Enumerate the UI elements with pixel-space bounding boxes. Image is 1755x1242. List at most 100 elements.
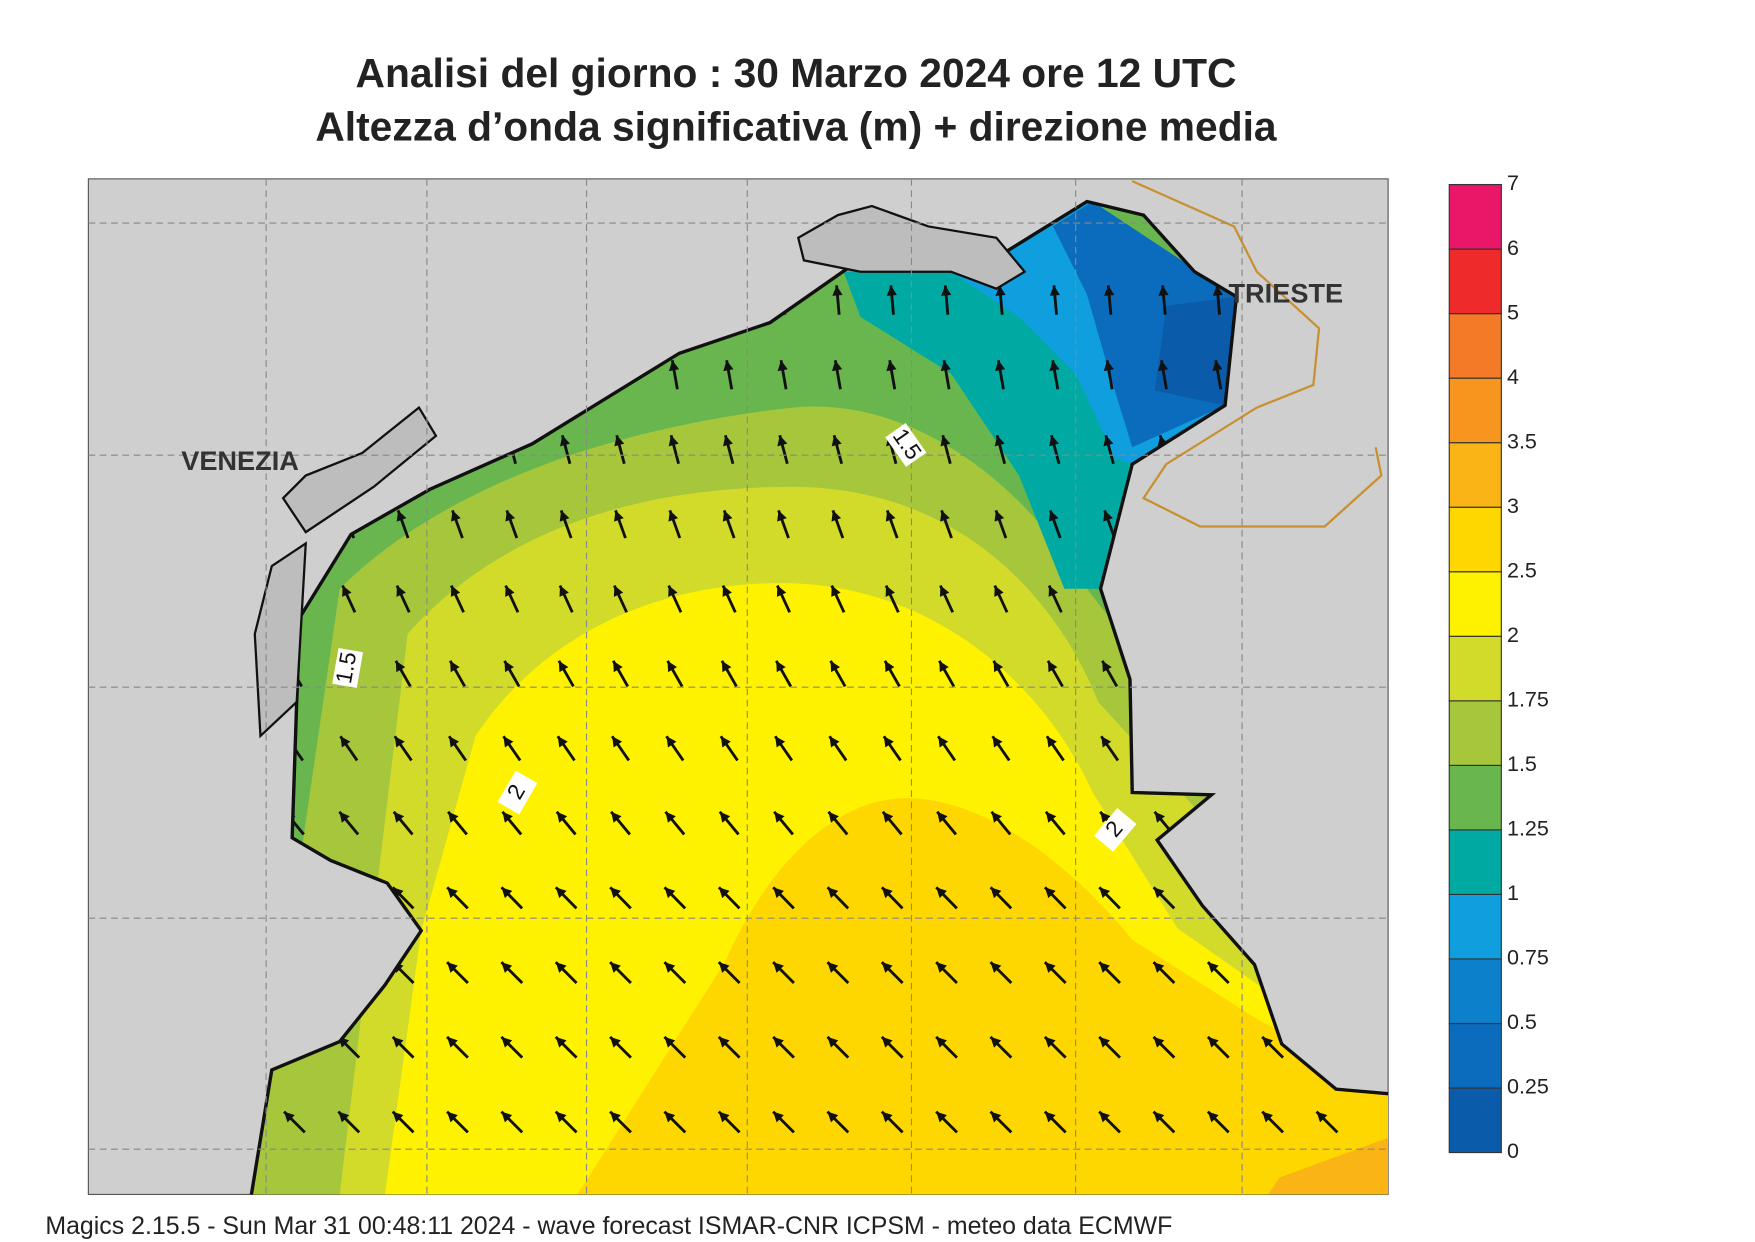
legend-label: 1 [1507,881,1519,905]
contour-label: 2 [1094,808,1137,852]
legend-label: 3 [1507,494,1519,518]
arrow-head [881,962,893,973]
arrow-head [668,585,678,597]
arrow-head [721,660,732,673]
legend-swatch [1448,635,1502,702]
arrow-head [990,887,1002,899]
arrow-head [1212,285,1224,296]
wave-arrow [941,285,952,315]
wave-arrow [338,810,360,836]
wave-arrow [1098,961,1122,984]
arrow-head [993,660,1004,673]
arrow-head [776,585,787,597]
legend-swatch [1448,248,1502,315]
wave-arrow [446,1110,469,1134]
arrow-head [936,887,947,899]
arrow-head [450,585,461,597]
wave-arrow [1152,886,1176,910]
wave-arrow [777,360,788,390]
arrow-head [1099,1111,1110,1123]
wave-arrow [1049,360,1060,390]
arrow-head [1045,811,1057,823]
wave-arrow [610,810,631,836]
wave-arrow [880,1035,904,1059]
wave-arrow [558,584,574,613]
legend-label: 0.25 [1507,1075,1549,1099]
arrow-head [447,962,458,973]
arrow-head [340,736,351,748]
arrow-head [881,1036,893,1048]
wave-arrow [613,584,628,613]
arrow-head [1103,360,1114,372]
arrow-head [501,1036,513,1048]
arrow-head [831,510,842,522]
wave-arrow [989,961,1013,984]
wave-arrow [989,886,1013,910]
wave-arrow [1103,360,1114,390]
wave-arrow [554,961,578,984]
wave-arrow [993,584,1009,613]
wave-arrow [935,886,958,910]
arrow-head [1044,962,1056,973]
arrow-head [1048,510,1059,522]
wave-arrow [559,509,573,539]
legend-label: 0.75 [1507,946,1549,970]
wave-arrow [830,584,846,613]
wave-arrow [940,509,953,539]
wave-arrow [667,584,683,613]
arrow-head [665,811,676,823]
arrow-head [1103,435,1114,447]
legend-label: 3.5 [1507,429,1537,453]
wave-arrow [609,1035,632,1059]
legend-label: 0.5 [1507,1010,1537,1034]
wave-arrow [554,886,578,910]
arrow-head [940,435,951,447]
wave-arrow [831,509,845,539]
arrow-head [447,1036,458,1048]
wave-arrow [721,584,737,613]
arrow-head [990,1111,1002,1123]
wave-arrow [772,961,795,984]
legend-label: 5 [1507,300,1519,324]
legend-label: 7 [1507,171,1519,195]
graticule [88,178,1389,1195]
wave-arrow [1049,285,1060,315]
wave-arrow [1103,434,1115,465]
arrow-head [995,360,1006,372]
wave-arrow [664,810,686,836]
wave-arrow [393,735,413,762]
wave-arrow [447,810,468,836]
wave-arrow [609,961,632,984]
arrow-head [1099,962,1110,973]
arrow-head [613,660,623,673]
arrow-head [449,736,460,748]
arrow-head [1207,962,1219,973]
wave-arrow [717,1035,741,1059]
legend-swatch [1448,700,1502,766]
wave-arrow [939,584,955,613]
wave-arrow [1158,285,1169,315]
arrow-head [773,1036,784,1048]
wave-arrow [663,1110,687,1134]
wave-arrow [1049,434,1061,465]
wave-arrow [885,509,899,539]
wave-arrow [777,434,789,465]
arrow-head [718,1036,730,1048]
contour-label-bg [497,770,538,815]
arrow-head [392,1111,404,1123]
wave-arrow [559,434,572,465]
wave-arrow [936,810,958,836]
wave-arrow [1206,961,1230,984]
arrow-head [1099,1036,1110,1048]
place-label: VENEZIA [181,445,299,476]
wave-arrow [718,810,740,836]
wave-arrow [341,584,357,613]
arrow-head [338,1111,350,1123]
wave-arrow [723,434,735,465]
arrow-head [664,887,676,899]
arrow-head [1153,962,1165,973]
wave-arrow [829,660,847,688]
arrow-head [558,660,569,673]
arrow-head [668,510,679,522]
